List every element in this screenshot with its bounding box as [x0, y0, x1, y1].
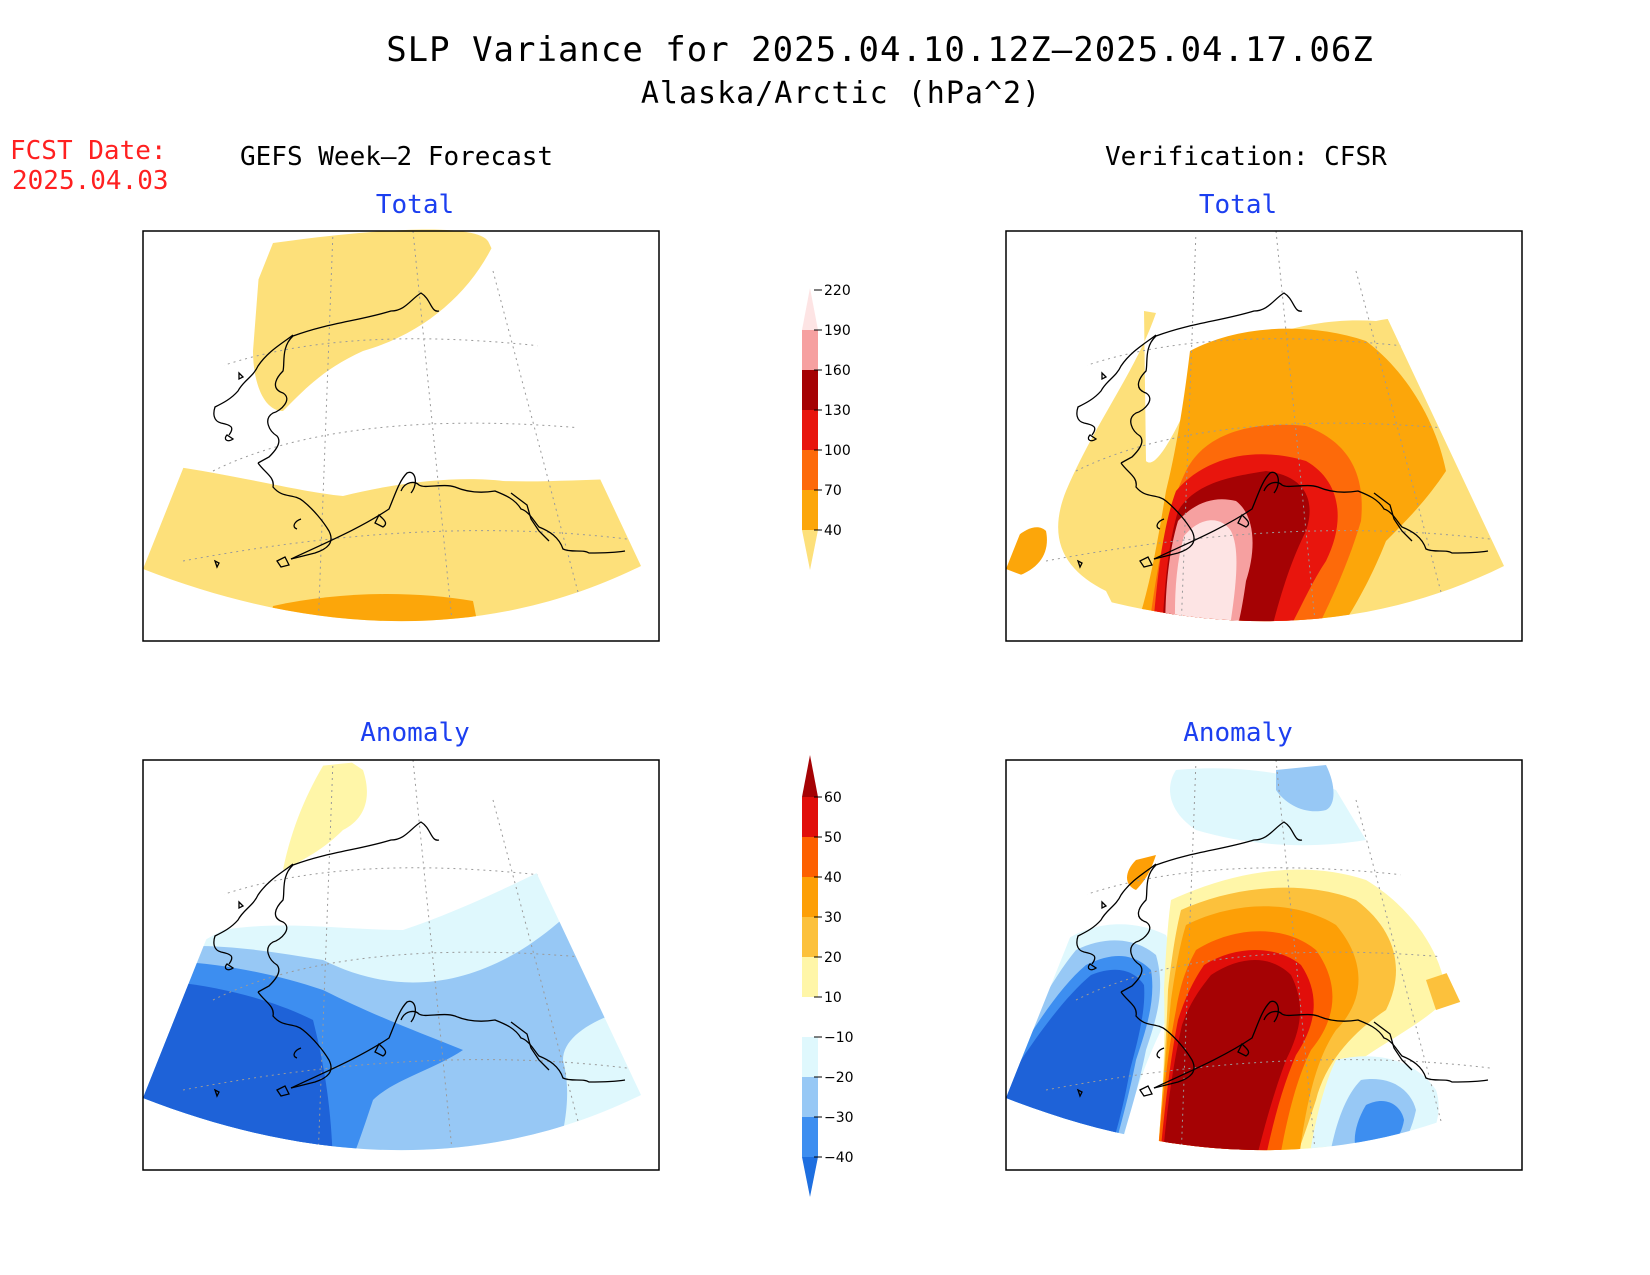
- colorbar-segment: [802, 917, 818, 957]
- colorbar-label: 70: [824, 483, 842, 499]
- colorbar-label: −10: [824, 1030, 854, 1046]
- colorbar-label: 20: [824, 950, 842, 966]
- colorbar-label: 60: [824, 790, 842, 806]
- panel-title-cfsr-anomaly: Anomaly: [1183, 718, 1293, 748]
- colorbar-segment: [802, 755, 818, 797]
- colorbar-segment: [802, 490, 818, 530]
- fcst-date-label: FCST Date:: [10, 136, 167, 166]
- main-title: SLP Variance for 2025.04.10.12Z–2025.04.…: [386, 30, 1374, 70]
- colorbar-segment: [802, 370, 818, 410]
- colorbar-label: 40: [824, 523, 842, 539]
- colorbar-segment: [802, 997, 818, 1037]
- colorbar-segment: [802, 1117, 818, 1157]
- colorbar-anomaly: −40 −30 −20 −10 10 20 30 40 50 60: [802, 755, 854, 1197]
- panel-title-gefs-total: Total: [375, 190, 455, 220]
- colorbar-label: 160: [824, 363, 851, 379]
- map-panel-cfsr-anomaly: [1005, 758, 1523, 1171]
- panel-title-gefs-anomaly: Anomaly: [360, 718, 470, 748]
- colorbar-label: 100: [824, 443, 851, 459]
- colorbar-label: 190: [824, 323, 851, 339]
- colorbar-segment: [802, 797, 818, 837]
- colorbar-label: −20: [824, 1070, 854, 1086]
- panel-title-cfsr-total: Total: [1198, 190, 1278, 220]
- colorbar-label: −30: [824, 1110, 854, 1126]
- colorbar-segment: [802, 410, 818, 450]
- colorbar-segment: [802, 530, 818, 570]
- colorbar-label: 30: [824, 910, 842, 926]
- map-panel-gefs-total: [142, 229, 660, 642]
- colorbar-segment: [802, 288, 818, 330]
- left-column-title: GEFS Week–2 Forecast: [240, 142, 554, 172]
- colorbar-segment: [802, 1037, 818, 1077]
- colorbar-label: 220: [824, 283, 851, 299]
- colorbar-label: 50: [824, 830, 842, 846]
- colorbar-segment: [802, 1077, 818, 1117]
- colorbar-segment: [802, 837, 818, 877]
- colorbar-segment: [802, 1157, 818, 1197]
- map-panel-cfsr-total: [1005, 229, 1523, 642]
- fcst-date-value: 2025.04.03: [12, 166, 169, 196]
- right-column-title: Verification: CFSR: [1105, 142, 1387, 172]
- colorbar-label: 10: [824, 990, 842, 1006]
- subtitle: Alaska/Arctic (hPa^2): [640, 76, 1042, 111]
- colorbar-label: −40: [824, 1150, 854, 1166]
- colorbar-segment: [802, 877, 818, 917]
- colorbar-label: 40: [824, 870, 842, 886]
- colorbar-segment: [802, 330, 818, 370]
- map-panel-gefs-anomaly: [142, 758, 660, 1171]
- colorbar-label: 130: [824, 403, 851, 419]
- colorbar-total: 40 70 100 130 160 190 220: [802, 283, 851, 570]
- colorbar-segment: [802, 450, 818, 490]
- colorbar-segment: [802, 957, 818, 997]
